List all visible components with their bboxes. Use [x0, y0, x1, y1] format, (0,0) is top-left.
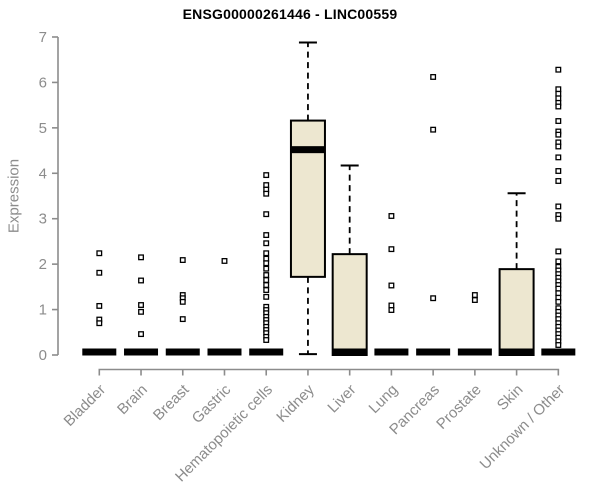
- y-tick-label: 3: [39, 211, 47, 228]
- outlier-point: [96, 269, 103, 276]
- x-tick-label: Bladder: [61, 381, 110, 430]
- median-line: [249, 348, 284, 356]
- median-line: [374, 348, 409, 356]
- outlier-point: [263, 277, 270, 283]
- outlier-point: [555, 118, 562, 124]
- outlier-point: [555, 154, 562, 161]
- y-tick-label: 7: [39, 29, 47, 46]
- outlier-point: [388, 282, 395, 289]
- median-line: [332, 348, 367, 356]
- outlier-point: [388, 246, 395, 253]
- outlier-point: [263, 172, 270, 179]
- outlier-point: [96, 250, 103, 257]
- outlier-point: [263, 265, 270, 272]
- y-tick-label: 1: [39, 302, 47, 319]
- median-line: [165, 348, 200, 356]
- outlier-point: [555, 248, 562, 255]
- outlier-point: [430, 74, 437, 80]
- x-tick-label: Skin: [494, 381, 527, 414]
- median-line: [499, 348, 534, 356]
- y-tick-label: 6: [39, 74, 47, 91]
- x-tick-label: Prostate: [433, 381, 485, 433]
- x-tick-label: Breast: [150, 381, 193, 424]
- outlier-point: [96, 302, 103, 309]
- y-tick-label: 5: [39, 120, 47, 137]
- outlier-point: [555, 103, 562, 110]
- outlier-point: [263, 287, 270, 293]
- x-tick-label: Kidney: [273, 381, 318, 426]
- outlier-point: [430, 295, 437, 302]
- outlier-point: [555, 258, 562, 265]
- x-tick-label: Liver: [324, 381, 359, 416]
- box-iqr: [498, 268, 535, 356]
- median-line: [541, 348, 576, 356]
- outlier-point: [555, 178, 562, 184]
- outlier-point: [263, 240, 270, 247]
- outlier-point: [471, 297, 478, 303]
- outlier-point: [388, 307, 395, 313]
- outlier-point: [555, 66, 562, 73]
- outlier-point: [263, 190, 270, 197]
- x-tick-label: Brain: [114, 381, 151, 418]
- outlier-point: [555, 215, 562, 222]
- y-axis-title: Expression: [5, 158, 23, 234]
- median-line: [207, 348, 242, 356]
- outlier-point: [388, 213, 395, 219]
- outlier-point: [96, 320, 103, 327]
- median-line: [457, 348, 492, 356]
- median-line: [416, 348, 451, 356]
- outlier-point: [263, 272, 270, 278]
- x-tick-label: Lung: [366, 381, 402, 417]
- outlier-point: [555, 168, 562, 174]
- outlier-point: [263, 260, 270, 267]
- outlier-point: [430, 126, 437, 133]
- outlier-point: [471, 292, 478, 298]
- outlier-point: [263, 282, 270, 288]
- box-iqr: [331, 253, 368, 356]
- y-tick-label: 0: [39, 347, 47, 364]
- outlier-point: [138, 302, 144, 308]
- outlier-point: [179, 257, 186, 264]
- outlier-point: [263, 211, 270, 218]
- outlier-point: [179, 316, 186, 323]
- chart-title: ENSG00000261446 - LINC00559: [182, 6, 398, 22]
- median-line: [82, 348, 117, 356]
- outlier-point: [138, 331, 144, 338]
- outlier-point: [138, 277, 144, 284]
- box-iqr: [289, 119, 326, 278]
- outlier-point: [555, 298, 562, 305]
- outlier-point: [263, 232, 270, 239]
- outlier-point: [555, 143, 562, 150]
- outlier-point: [555, 203, 562, 210]
- outlier-point: [138, 308, 144, 315]
- outlier-point: [263, 293, 270, 300]
- median-line: [124, 348, 159, 356]
- y-tick-label: 2: [39, 256, 47, 273]
- outlier-point: [263, 337, 270, 343]
- outlier-point: [263, 250, 270, 257]
- outlier-point: [555, 342, 562, 348]
- outlier-point: [555, 131, 562, 138]
- outlier-point: [179, 298, 186, 305]
- outlier-point: [221, 258, 228, 264]
- median-line: [290, 146, 325, 154]
- y-tick-label: 4: [39, 165, 47, 182]
- outlier-point: [138, 254, 144, 261]
